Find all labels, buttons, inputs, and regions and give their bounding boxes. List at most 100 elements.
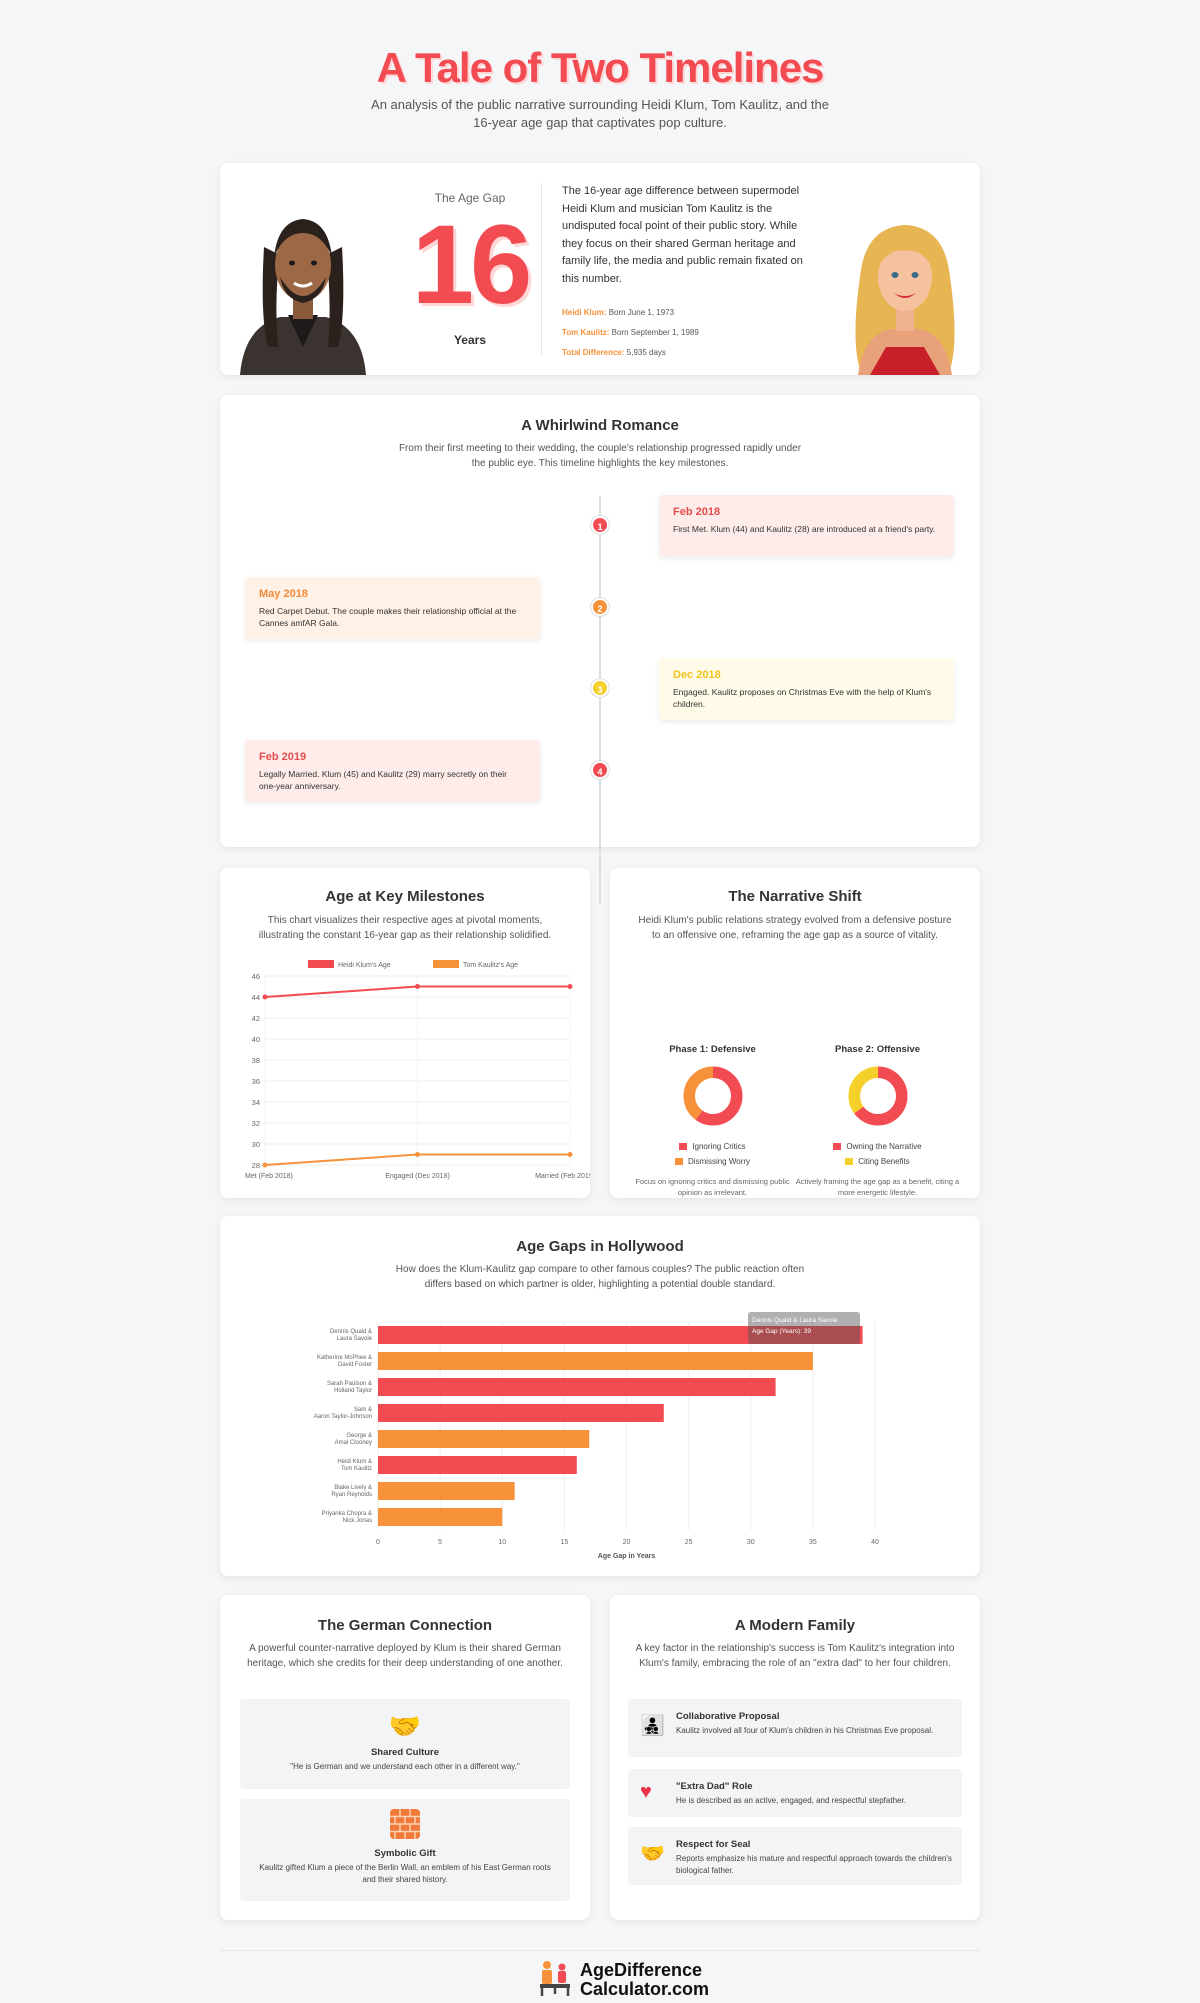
- german-card: The German Connection A powerful counter…: [220, 1595, 590, 1920]
- data-point: [262, 994, 268, 1000]
- footer-logo[interactable]: AgeDifference Calculator.com: [538, 1958, 738, 2000]
- legend-label: Citing Benefits: [858, 1157, 910, 1166]
- x-tick-label: Married (Feb 2019): [535, 1173, 590, 1180]
- pie-slice: [682, 1066, 713, 1121]
- timeline-marker: 3: [591, 679, 609, 697]
- item-text: Reports emphasize his mature and respect…: [676, 1854, 952, 1875]
- fact-label: Total Difference:: [562, 348, 625, 357]
- x-tick-label: 0: [376, 1539, 380, 1546]
- logo-text-line1: AgeDifference: [580, 1960, 703, 1980]
- family-card: A Modern Family A key factor in the rela…: [610, 1595, 980, 1920]
- phase-2-donut-chart: [847, 1065, 908, 1127]
- legend-label: Tom Kaulitz's Age: [463, 962, 518, 969]
- age-facts: Heidi Klum: Born June 1, 1973 Tom Kaulit…: [562, 303, 822, 363]
- y-tick-label: Blake Lively &: [334, 1485, 372, 1491]
- x-tick-label: 10: [498, 1539, 506, 1546]
- bar: [378, 1378, 776, 1396]
- narrative-card: The Narrative Shift Heidi Klum's public …: [610, 868, 980, 1198]
- y-tick-label: 42: [252, 1014, 260, 1023]
- x-tick-label: 5: [438, 1539, 442, 1546]
- legend-label: Owning the Narrative: [846, 1142, 922, 1151]
- donut-outline: [847, 1065, 908, 1127]
- milestones-card: Age at Key Milestones This chart visuali…: [220, 868, 590, 1198]
- y-tick-label: 32: [252, 1119, 260, 1128]
- bar: [378, 1430, 590, 1448]
- bar: [378, 1482, 515, 1500]
- phase-1-donut-chart: [682, 1065, 743, 1127]
- legend-label: Heidi Klum's Age: [338, 962, 391, 969]
- x-tick-label: 40: [871, 1539, 879, 1546]
- x-tick-label: 25: [685, 1539, 693, 1546]
- phase-caption: Actively framing the age gap as a benefi…: [795, 1177, 960, 1197]
- age-line-chart: Heidi Klum's Age Tom Kaulitz's Age 28 30 32 3…: [245, 960, 590, 1180]
- y-tick-label: Sam &: [354, 1407, 372, 1413]
- footer-divider: [220, 1950, 980, 1951]
- legend-label: Ignoring Critics: [692, 1142, 746, 1151]
- legend-label: Dismissing Worry: [687, 1157, 751, 1166]
- bar: [378, 1456, 577, 1474]
- x-tick-label: 20: [623, 1539, 631, 1546]
- pie-slice: [694, 1066, 743, 1126]
- age-gap-description: The 16-year age difference between super…: [562, 185, 803, 285]
- bar: [378, 1508, 503, 1526]
- german-description: A powerful counter-narrative deployed by…: [247, 1643, 563, 1669]
- item-text: Kaulitz gifted Klum a piece of the Berli…: [259, 1863, 551, 1884]
- y-tick-label: Holland Taylor: [334, 1388, 372, 1394]
- item-title: "Extra Dad" Role: [676, 1781, 753, 1792]
- timeline-marker: 1: [591, 516, 609, 534]
- y-tick-label: 38: [252, 1056, 260, 1065]
- fact-label: Tom Kaulitz:: [562, 328, 610, 337]
- x-tick-label: 30: [747, 1539, 755, 1546]
- family-item: 👨‍👧‍👦 Collaborative Proposal Kaulitz inv…: [628, 1699, 962, 1757]
- y-tick-label: Ryan Reynolds: [331, 1492, 372, 1498]
- event-date: Feb 2018: [673, 506, 721, 518]
- y-tick-label: 44: [252, 993, 260, 1002]
- y-tick-label: 46: [252, 972, 260, 981]
- x-tick-label: Engaged (Dec 2018): [385, 1173, 450, 1180]
- fact-label: Heidi Klum:: [562, 308, 607, 317]
- age-gap-number: 16: [411, 202, 533, 327]
- family-item: 🤝 Respect for Seal Reports emphasize his…: [628, 1827, 962, 1885]
- y-tick-label: Laura Savoie: [337, 1336, 373, 1342]
- event-date: Dec 2018: [673, 669, 721, 681]
- age-gap-card: The Age Gap 16 Years The 16-year age dif…: [220, 163, 980, 375]
- item-title: Symbolic Gift: [374, 1848, 436, 1859]
- y-tick-label: Priyanka Chopra &: [322, 1511, 372, 1517]
- chart-tooltip: Dennis Quaid & Laura Savoie Age Gap (Yea…: [748, 1312, 860, 1344]
- handshake-icon: 🤝: [640, 1843, 665, 1865]
- timeline-event: Feb 2019 Legally Married. Klum (45) and K…: [245, 740, 540, 802]
- milestones-title: Age at Key Milestones: [325, 888, 485, 905]
- item-title: Collaborative Proposal: [676, 1711, 780, 1722]
- hollywood-title: Age Gaps in Hollywood: [516, 1238, 684, 1255]
- item-text: "He is German and we understand each oth…: [290, 1762, 520, 1771]
- phase-caption: Focus on ignoring critics and dismissing…: [635, 1177, 790, 1197]
- age-gap-unit: Years: [453, 333, 487, 347]
- legend-swatch: [674, 1158, 683, 1166]
- data-point: [415, 984, 420, 989]
- page-title: A Tale of Two Timelines: [376, 44, 825, 91]
- data-point: [415, 1152, 420, 1157]
- legend-item: Citing Benefits: [795, 1157, 960, 1166]
- german-title: The German Connection: [317, 1617, 493, 1634]
- data-point: [567, 1152, 573, 1157]
- y-tick-label: Sarah Paulson &: [327, 1381, 372, 1387]
- symbolic-gift-box: Symbolic Gift Kaulitz gifted Klum a piec…: [240, 1799, 570, 1901]
- fact-value: Born September 1, 1989: [611, 328, 699, 337]
- pie-slice: [847, 1066, 878, 1114]
- y-tick-label: George &: [346, 1433, 372, 1439]
- data-point: [262, 1162, 268, 1168]
- legend-swatch: [433, 960, 459, 968]
- x-tick-label: Met (Feb 2018): [245, 1173, 293, 1180]
- logo-text-line2: Calculator.com: [580, 1979, 710, 1999]
- event-text: Legally Married. Klum (45) and Kaulitz (…: [259, 769, 508, 791]
- page-subtitle: An analysis of the public narrative surr…: [371, 97, 829, 130]
- romance-description: From their first meeting to their weddin…: [398, 443, 802, 469]
- fact-value: 5,935 days: [626, 348, 666, 357]
- y-tick-label: 36: [252, 1077, 260, 1086]
- narrative-description: Heidi Klum's public relations strategy e…: [638, 915, 952, 941]
- timeline-marker: 2: [591, 598, 609, 616]
- y-tick-label: Tom Kaulitz: [341, 1466, 372, 1472]
- event-text: First Met. Klum (44) and Kaulitz (28) ar…: [673, 524, 936, 534]
- item-text: He is described as an active, engaged, a…: [676, 1796, 906, 1805]
- y-tick-label: Aaron Taylor-Johnson: [314, 1414, 372, 1420]
